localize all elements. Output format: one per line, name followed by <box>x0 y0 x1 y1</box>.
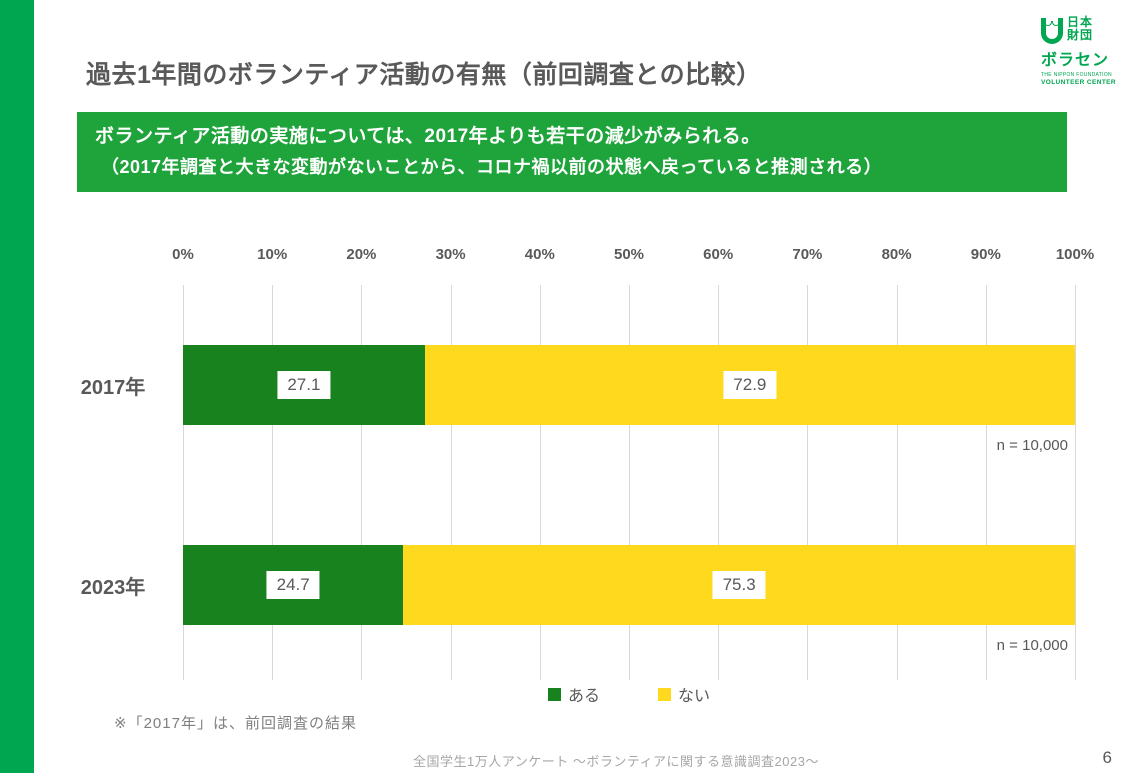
gridline <box>361 285 363 680</box>
category-label-2023年: 2023年 <box>80 576 146 599</box>
bar-segment-ある: 24.7 <box>183 545 404 625</box>
category-label-2017年: 2017年 <box>80 376 146 399</box>
gridline <box>272 285 274 680</box>
bar-segment-ない: 75.3 <box>403 545 1075 625</box>
logo-kanji-bottom: 財団 <box>1067 28 1094 42</box>
gridline <box>539 285 541 680</box>
summary-banner-line2: （2017年調査と大きな変動がないことから、コロナ禍以前の状態へ戻っていると推測… <box>101 157 883 177</box>
gridline <box>183 285 184 680</box>
axis-tick-label: 60% <box>703 246 734 263</box>
sample-size-label: n = 10,000 <box>996 437 1068 454</box>
axis-tick-label: 50% <box>613 246 645 263</box>
logo-kanji-top: 日本 <box>1067 15 1094 29</box>
logo-katakana: ボラセン <box>1041 52 1110 69</box>
legend-swatch-ない <box>658 687 671 701</box>
summary-banner: ボランティア活動の実施については、2017年よりも若干の減少がみられる。 （20… <box>77 112 1067 192</box>
bar-segment-ある: 27.1 <box>183 345 425 425</box>
gridline <box>807 285 809 680</box>
gridline <box>450 285 452 680</box>
legend-label-ある: ある <box>567 688 600 705</box>
segment-value-label: 75.3 <box>712 571 766 599</box>
axis-tick-label: 30% <box>435 246 466 263</box>
bar-2023年: 24.7 75.3 <box>183 545 1075 625</box>
axis-tick-label: 0% <box>172 246 194 263</box>
gridline <box>1075 285 1076 680</box>
legend-label-ない: ない <box>678 688 711 705</box>
axis-tick-label: 10% <box>257 246 288 263</box>
legend: ある ない <box>183 681 1075 707</box>
legend-item-ある: ある <box>547 682 600 706</box>
gridline <box>896 285 898 680</box>
axis-tick-label: 90% <box>970 246 1001 263</box>
page-title: 過去1年間のボランティア活動の有無（前回調査との比較） <box>86 60 762 89</box>
segment-value-label: 72.9 <box>723 371 777 399</box>
legend-item-ない: ない <box>658 682 710 706</box>
axis-tick-label: 70% <box>792 246 823 263</box>
page-number: 6 <box>1102 748 1112 767</box>
segment-value-label: 24.7 <box>266 571 320 599</box>
axis-tick-label: 20% <box>346 246 377 263</box>
gridline <box>629 285 630 680</box>
logo-kanji: 日本 財団 <box>1067 16 1093 42</box>
bar-2017年: 27.1 72.9 <box>183 345 1075 425</box>
logo-u-face-icon <box>1041 18 1063 44</box>
segment-value-label: 27.1 <box>277 371 331 399</box>
summary-banner-line1: ボランティア活動の実施については、2017年よりも若干の減少がみられる。 <box>95 126 761 147</box>
chart-footnote: ※「2017年」は、前回調査の結果 <box>114 715 357 732</box>
axis-tick-label: 80% <box>881 246 912 263</box>
sample-size-label: n = 10,000 <box>996 637 1068 654</box>
logo-english-line2: VOLUNTEER CENTER <box>1041 79 1117 86</box>
volunteer-center-logo: 日本 財団 ボラセン THE NIPPON FOUNDATION VOLUNTE… <box>1041 16 1119 86</box>
axis-tick-label: 100% <box>1055 246 1095 263</box>
gridline <box>718 285 720 680</box>
bar-segment-ない: 72.9 <box>424 345 1075 425</box>
logo-english-line1: THE NIPPON FOUNDATION <box>1041 72 1112 78</box>
left-accent-bar <box>0 0 34 773</box>
gridline <box>985 285 987 680</box>
axis-tick-label: 40% <box>524 246 555 263</box>
slide-footer: 全国学生1万人アンケート ～ボランティアに関する意識調査2023～ <box>413 754 819 769</box>
legend-swatch-ある <box>547 687 561 701</box>
